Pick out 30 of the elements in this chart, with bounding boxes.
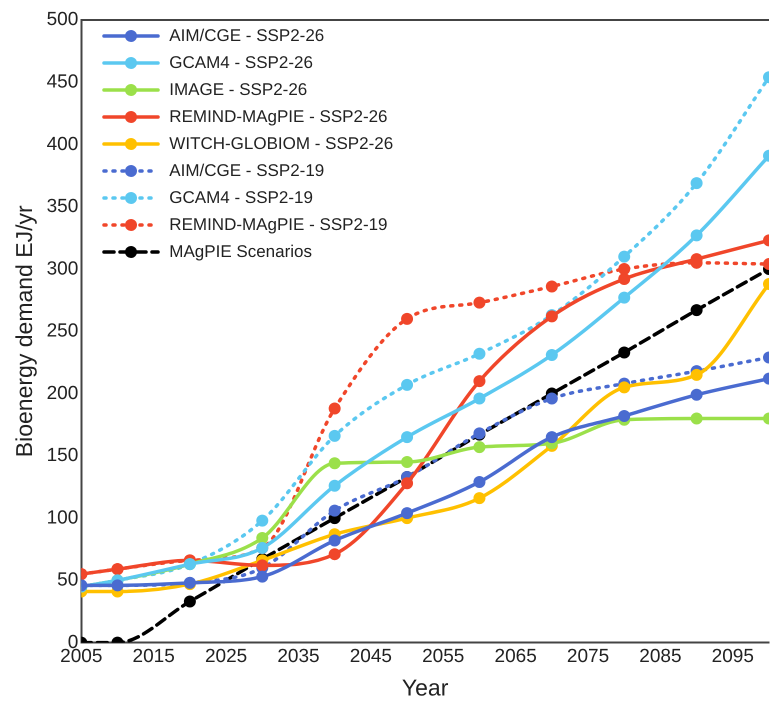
y-tick-label: 350 [46,196,78,218]
legend-label: AIM/CGE - SSP2-19 [169,160,324,182]
y-tick-label: 150 [46,445,78,466]
y-tick-label: 450 [46,71,78,92]
legend-label: IMAGE - SSP2-26 [169,79,308,101]
x-tick-label: 2035 [277,646,320,668]
y-tick-label: 200 [46,382,78,404]
x-tick-label: 2085 [639,646,682,668]
legend-label: REMIND-MAgPIE - SSP2-26 [169,106,388,128]
y-tick-label: 100 [46,507,78,528]
legend-label: GCAM4 - SSP2-19 [169,187,313,209]
y-tick-label: 500 [46,9,78,30]
legend-label: GCAM4 - SSP2-26 [169,52,313,74]
y-tick-label: 400 [46,134,78,155]
x-tick-label: 2095 [712,646,754,668]
x-tick-label: 2055 [422,646,464,668]
y-axis-title: Bioenergy demand EJ/yr [11,205,38,458]
y-tick-label: 250 [46,320,78,342]
y-tick-label: 300 [46,258,78,280]
x-tick-label: 2015 [132,646,175,668]
y-tick-label: 50 [57,570,78,591]
legend-label: WITCH-GLOBIOM - SSP2-26 [169,133,394,155]
legend-label: AIM/CGE - SSP2-26 [169,25,324,47]
legend-label: MAgPIE Scenarios [169,241,312,263]
x-tick-label: 2065 [494,646,537,668]
x-axis-title: Year [402,674,449,701]
x-tick-label: 2025 [204,646,248,668]
legend-label: REMIND-MAgPIE - SSP2-19 [169,214,388,236]
x-tick-label: 2045 [350,646,392,668]
x-tick-label: 2075 [566,646,610,668]
